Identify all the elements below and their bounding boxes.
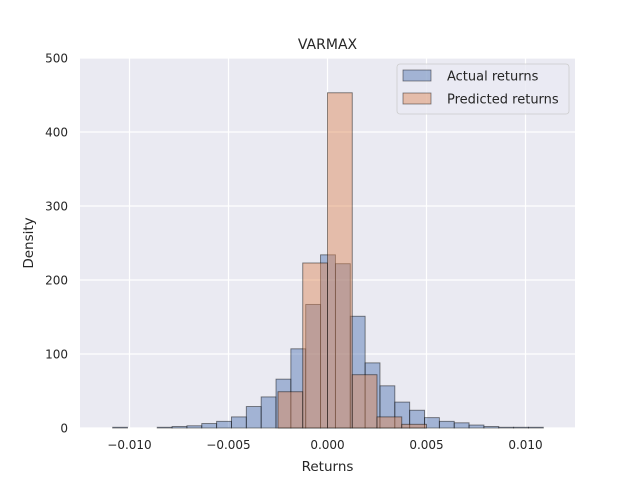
- y-axis-ticks: 0 100 200 300 400 500: [45, 52, 68, 436]
- y-tick-label: 500: [45, 52, 68, 66]
- x-tick-label: −0.010: [107, 438, 151, 452]
- x-axis-ticks: −0.010 −0.005 0.000 0.005 0.010: [107, 438, 542, 452]
- y-tick-label: 200: [45, 274, 68, 288]
- actual-bar: [186, 425, 203, 429]
- actual-bar: [483, 426, 500, 429]
- predicted-bar: [376, 416, 403, 429]
- actual-bar: [513, 426, 529, 429]
- actual-bar: [171, 426, 188, 429]
- y-tick-label: 400: [45, 126, 68, 140]
- predicted-bar: [401, 423, 427, 429]
- actual-bar: [528, 426, 544, 429]
- x-tick-label: 0.010: [508, 438, 542, 452]
- predicted-bar: [351, 374, 378, 429]
- actual-bar: [468, 424, 485, 429]
- y-tick-label: 100: [45, 348, 68, 362]
- actual-bar: [260, 396, 277, 429]
- y-tick-label: 300: [45, 200, 68, 214]
- x-tick-label: 0.005: [409, 438, 443, 452]
- predicted-bar: [327, 92, 353, 429]
- actual-returns-bars: [112, 254, 544, 429]
- legend: Actual returns Predicted returns: [396, 63, 570, 115]
- actual-bar: [245, 406, 262, 429]
- x-tick-label: −0.005: [206, 438, 250, 452]
- predicted-bar: [277, 391, 304, 429]
- actual-bar: [201, 423, 218, 429]
- actual-bar: [231, 416, 247, 429]
- predicted-returns-bars: [277, 92, 427, 429]
- actual-bar: [453, 422, 470, 429]
- actual-bar: [216, 420, 232, 429]
- chart-title: VARMAX: [298, 37, 358, 53]
- legend-label-predicted: Predicted returns: [447, 93, 559, 108]
- legend-label-actual: Actual returns: [447, 70, 539, 85]
- predicted-bar: [302, 262, 328, 429]
- actual-bar: [156, 426, 173, 429]
- x-axis-title: Returns: [302, 459, 354, 475]
- actual-bar: [112, 426, 128, 429]
- actual-bar: [438, 420, 455, 429]
- y-tick-label: 0: [60, 422, 68, 436]
- x-tick-label: 0.000: [310, 438, 344, 452]
- y-axis-title: Density: [21, 217, 37, 268]
- legend-swatch-actual: [402, 69, 432, 82]
- actual-bar: [498, 426, 515, 429]
- legend-box: [396, 63, 570, 115]
- legend-swatch-predicted: [402, 92, 432, 105]
